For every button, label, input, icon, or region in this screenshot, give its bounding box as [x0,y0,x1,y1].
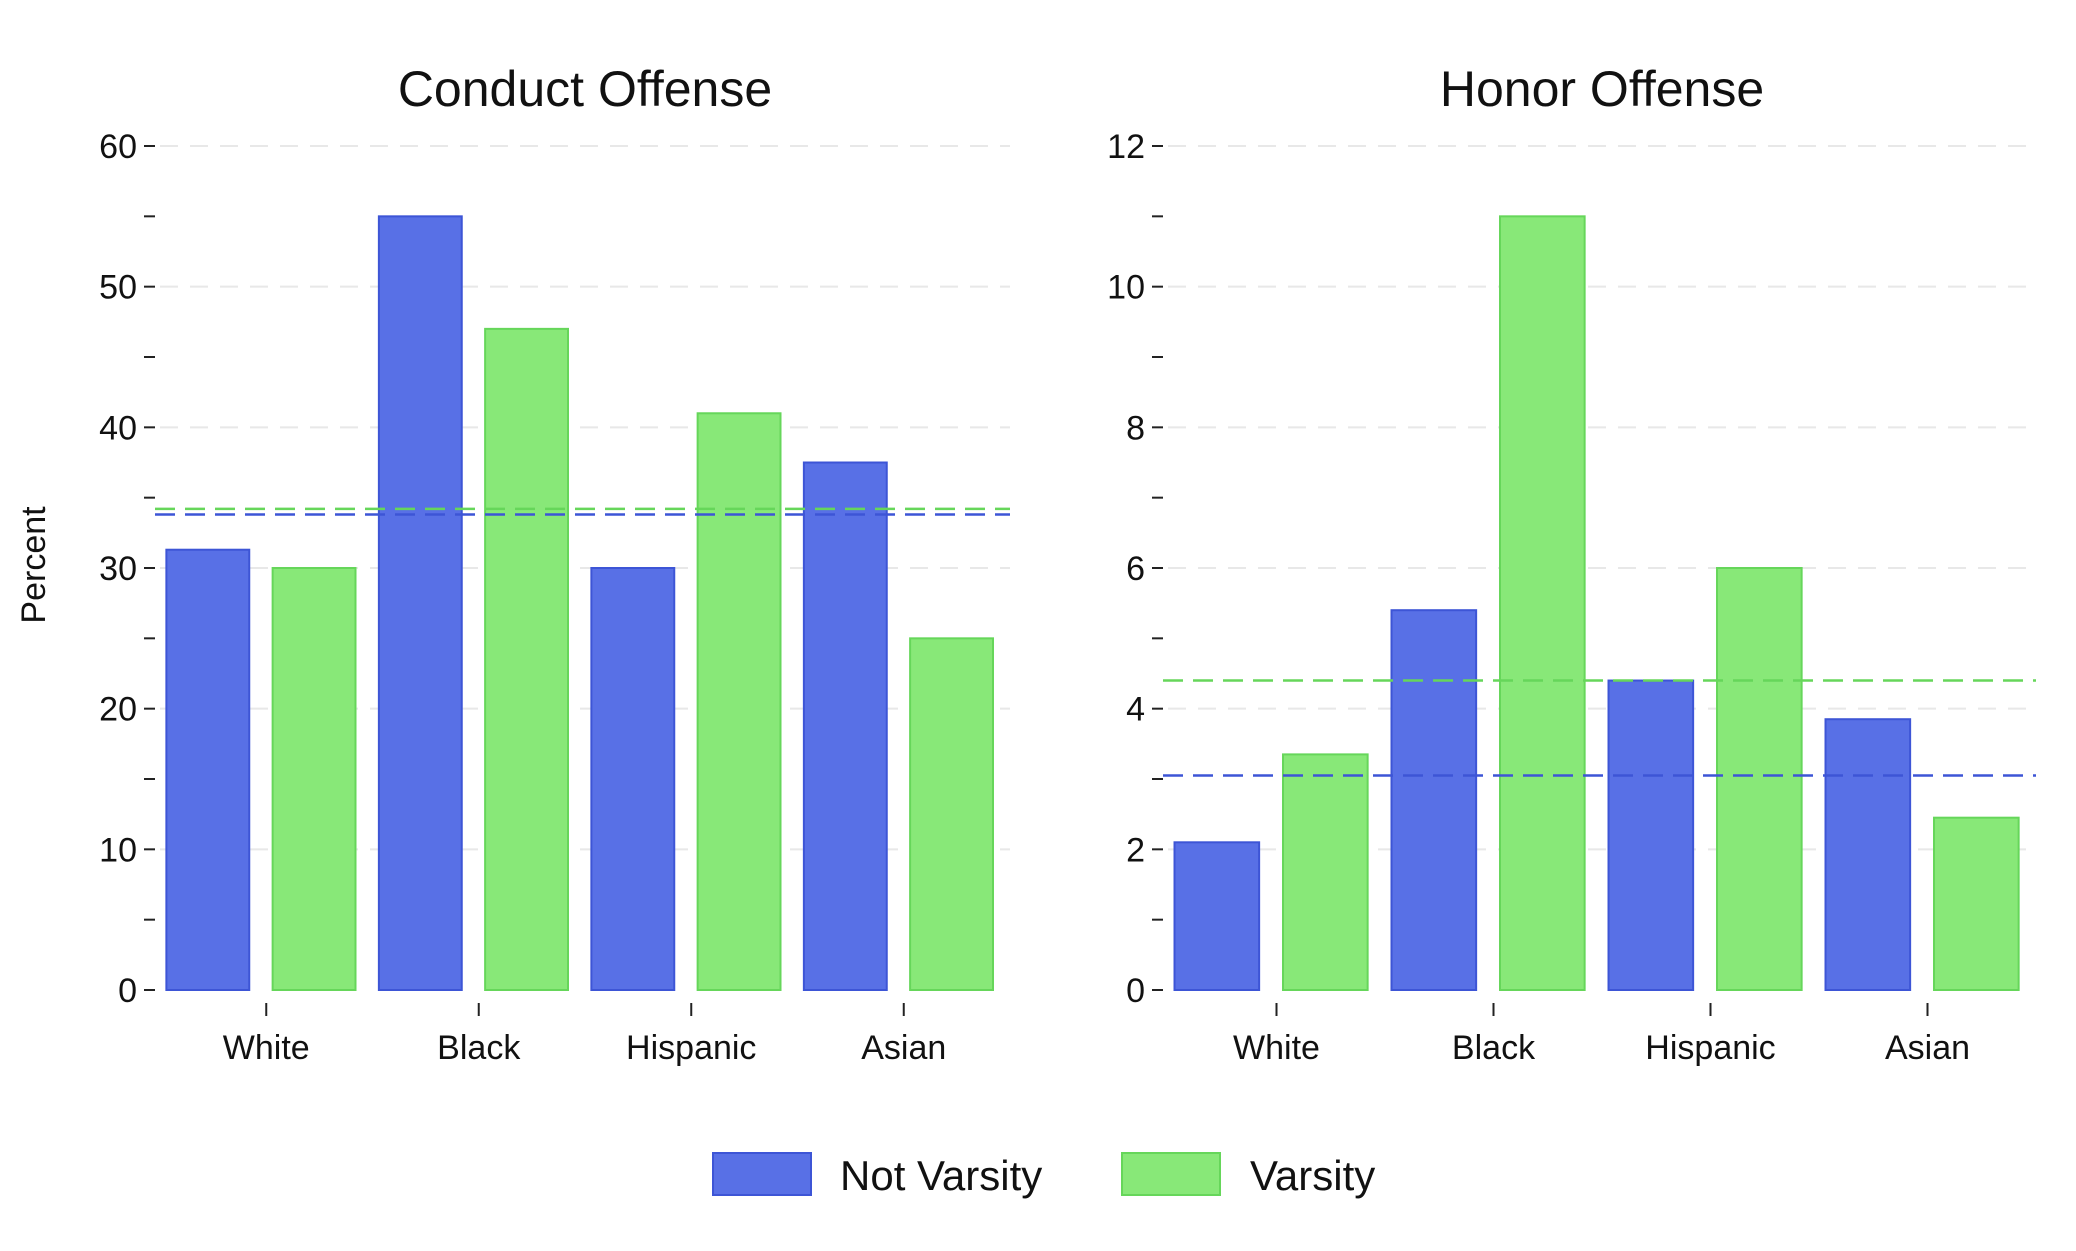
x-tick-label: Hispanic [626,1029,756,1067]
y-tick-label: 2 [1126,831,1145,869]
bar-asian-varsity [1933,816,2020,992]
y-tick-label: 6 [1126,550,1145,588]
y-tick-label: 30 [99,550,137,588]
bar-black-not-varsity [377,215,463,992]
y-tick-label: 20 [99,691,137,729]
legend-swatch-varsity [1121,1152,1221,1196]
y-axis-title: Percent [15,506,53,624]
x-tick-label: Black [1452,1029,1536,1067]
legend-label-varsity: Varsity [1250,1152,1375,1199]
bar-asian-not-varsity [802,461,888,991]
panel-title: Honor Offense [1440,61,1764,117]
y-tick-label: 0 [1126,972,1145,1010]
bar-hispanic-not-varsity [1607,679,1695,991]
y-tick-label: 40 [99,409,137,447]
y-tick-label: 10 [1107,269,1145,307]
x-tick-label: Hispanic [1645,1029,1775,1067]
legend-swatch-not-varsity [712,1152,812,1196]
bar-white-not-varsity [165,548,251,991]
legend-label-not-varsity: Not Varsity [840,1152,1042,1199]
bar-asian-not-varsity [1824,718,1912,991]
x-tick-label: White [1233,1029,1320,1067]
x-tick-label: White [223,1029,310,1067]
y-tick-label: 60 [99,128,137,166]
bar-black-not-varsity [1390,609,1478,991]
panel-title: Conduct Offense [398,61,772,117]
y-tick-label: 4 [1126,691,1145,729]
conduct-offense-panel: Conduct Offense 0 10 20 30 40 50 60 White Black Hi… [99,61,1010,1067]
y-tick-label: 10 [99,831,137,869]
y-tick-label: 50 [99,269,137,307]
y-tick-label: 8 [1126,409,1145,447]
y-tick-label: 0 [118,972,137,1010]
bar-hispanic-varsity [1716,567,1803,991]
bar-hispanic-varsity [696,412,782,991]
bar-white-varsity [1282,753,1369,992]
honor-offense-panel: Honor Offense 0 2 4 6 8 10 12 White Black Hispanic… [1107,61,2036,1067]
x-tick-label: Black [437,1029,521,1067]
bar-black-varsity [484,327,569,992]
x-tick-label: Asian [1885,1029,1970,1067]
bar-white-varsity [271,567,357,991]
bar-white-not-varsity [1173,841,1261,991]
x-tick-label: Asian [861,1029,946,1067]
bar-black-varsity [1499,215,1586,992]
bar-asian-varsity [909,637,994,991]
legend: Not Varsity Varsity [712,1152,1375,1199]
bar-hispanic-not-varsity [590,567,676,991]
y-tick-label: 12 [1107,128,1145,166]
